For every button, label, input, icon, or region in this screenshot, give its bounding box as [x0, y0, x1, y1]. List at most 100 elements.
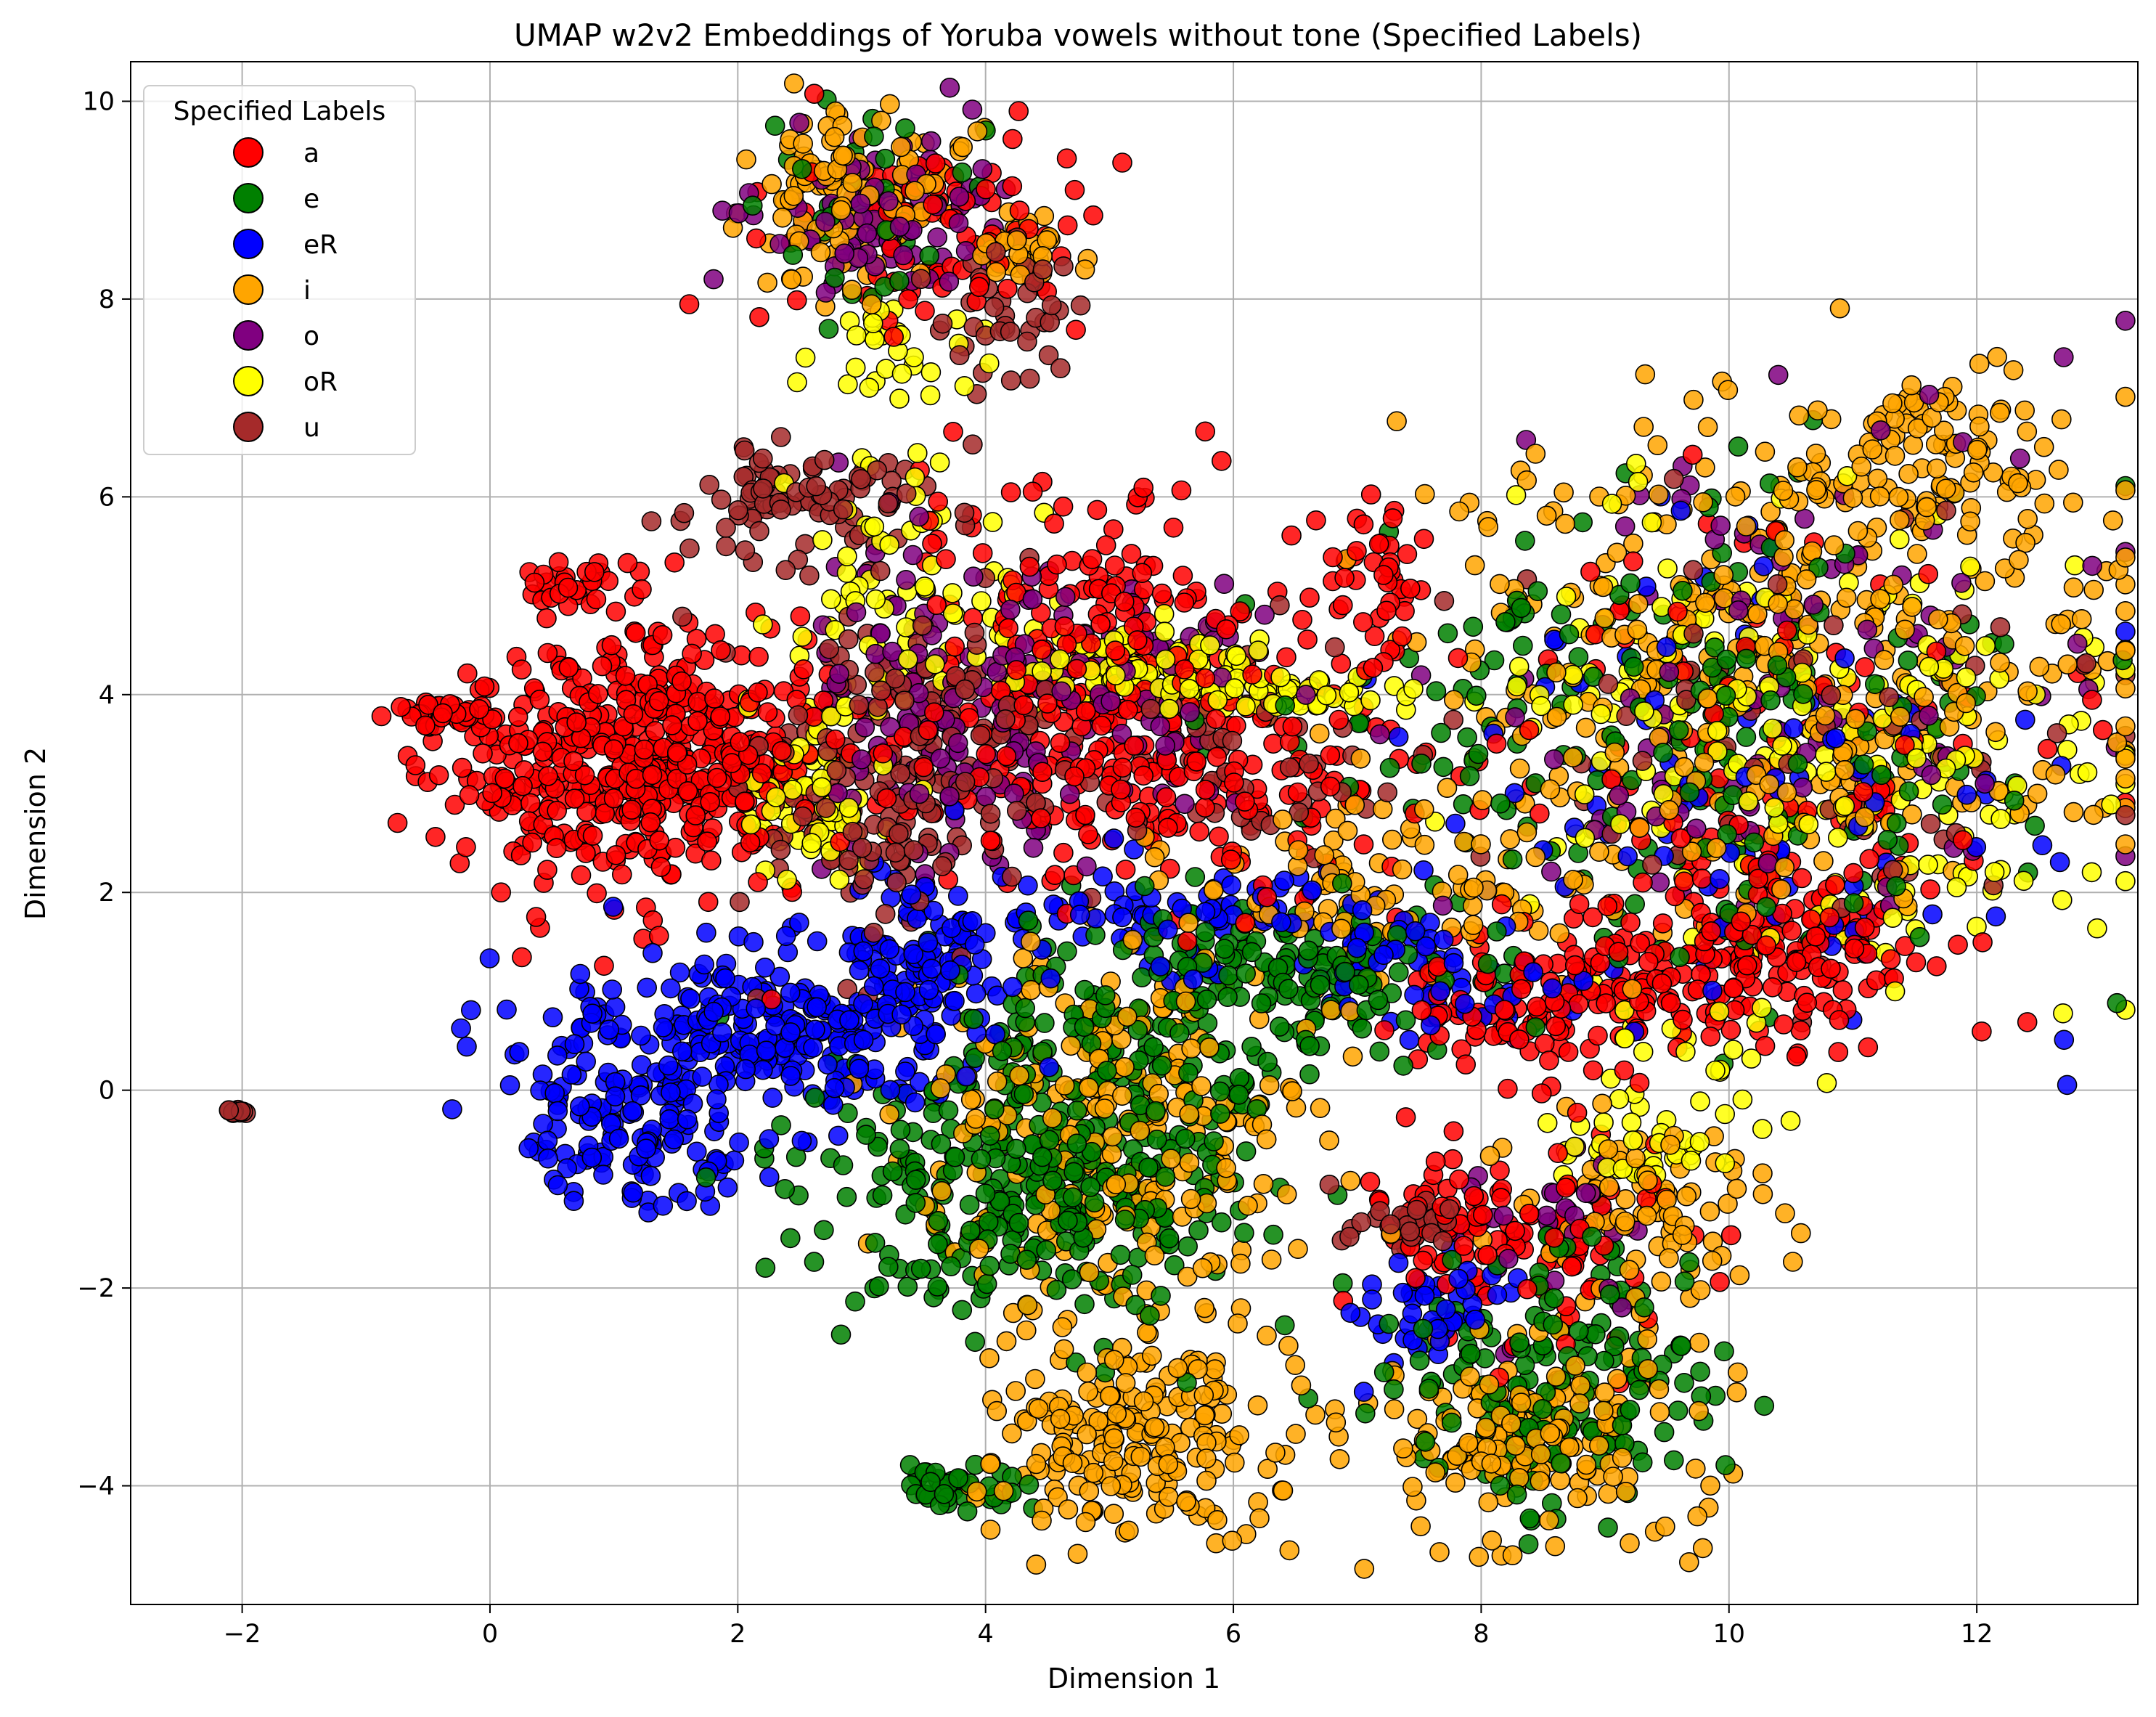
point-i [1615, 1189, 1636, 1210]
point-a [1353, 834, 1374, 855]
point-i [1285, 1355, 1305, 1375]
point-i [1337, 820, 1358, 841]
point-i [980, 1520, 1001, 1540]
point-oR [2053, 1003, 2073, 1024]
point-eR [803, 1037, 823, 1058]
point-e [897, 1276, 918, 1297]
point-i [1729, 1265, 1750, 1286]
point-a [748, 646, 769, 667]
data-points [219, 73, 2136, 1579]
point-eR [1302, 880, 1323, 901]
point-e [1269, 1016, 1290, 1037]
point-i [1895, 619, 1915, 640]
point-eR [680, 988, 701, 1009]
point-i [1410, 1516, 1431, 1537]
point-a [1235, 913, 1256, 933]
point-a [972, 543, 993, 563]
point-eR [965, 934, 985, 955]
point-a [571, 865, 592, 886]
point-eR [570, 963, 591, 984]
point-a [1171, 480, 1192, 501]
point-eR [769, 966, 791, 987]
point-u [1017, 331, 1037, 352]
point-oR [846, 325, 867, 346]
point-a [1333, 595, 1353, 616]
point-eR [1112, 907, 1132, 928]
point-e [1671, 1336, 1691, 1356]
point-a [605, 845, 626, 865]
point-eR [1018, 875, 1038, 896]
point-oR [1715, 1153, 1736, 1173]
point-a [698, 892, 719, 913]
point-i [1847, 521, 1869, 542]
point-a [1665, 886, 1686, 907]
point-i [1088, 1411, 1108, 1432]
point-u [1019, 368, 1040, 389]
point-i [1985, 722, 2006, 743]
point-a [1920, 879, 1940, 900]
point-i [1179, 1152, 1200, 1173]
point-a [1000, 482, 1021, 502]
point-o [854, 717, 875, 738]
point-u [749, 521, 769, 542]
point-a [1003, 129, 1023, 150]
point-e [1679, 1252, 1699, 1273]
point-i [1598, 1483, 1619, 1504]
point-i [1836, 587, 1857, 608]
point-eR [533, 1114, 553, 1134]
point-a [1132, 563, 1153, 584]
point-i [1987, 346, 2007, 367]
point-i [1528, 921, 1549, 941]
point-i [1697, 417, 1718, 438]
point-e [869, 1276, 889, 1297]
point-e [1629, 1379, 1649, 1400]
point-e [1061, 1269, 1082, 1289]
point-oR [1715, 1104, 1735, 1125]
point-a [605, 601, 626, 622]
point-e [1236, 1141, 1257, 1162]
point-i [2034, 493, 2055, 514]
point-i [1752, 1163, 1773, 1183]
point-i [952, 136, 973, 158]
point-a [1569, 894, 1590, 915]
point-i [1699, 1201, 1720, 1222]
point-a [615, 666, 636, 686]
point-i [1286, 1424, 1306, 1444]
point-e [2025, 815, 2045, 836]
point-i [1021, 979, 1041, 1000]
point-i [1472, 790, 1493, 810]
point-a [1008, 101, 1029, 121]
point-i [1078, 1381, 1098, 1402]
point-u [875, 904, 896, 924]
point-i [2017, 421, 2038, 442]
point-oR [795, 347, 816, 368]
point-e [1484, 650, 1505, 671]
point-i [1265, 1443, 1286, 1463]
point-a [1323, 547, 1343, 568]
point-a [1282, 716, 1303, 737]
point-eR [2032, 835, 2053, 855]
point-i [1053, 1339, 1074, 1360]
point-a [1906, 952, 1927, 973]
point-e [1433, 756, 1454, 778]
point-i [1414, 834, 1435, 855]
point-i [987, 1400, 1007, 1422]
point-eR [1039, 1057, 1059, 1077]
point-e [1667, 1400, 1689, 1421]
point-a [1530, 803, 1550, 824]
point-u [1990, 617, 2011, 637]
point-a [425, 827, 446, 847]
point-e [780, 1228, 801, 1249]
point-i [1407, 1408, 1428, 1430]
point-oR [783, 780, 803, 800]
point-a [1206, 746, 1228, 767]
point-u [1000, 370, 1021, 391]
point-e [1275, 1315, 1295, 1336]
point-o [920, 131, 942, 152]
point-i [1679, 1552, 1699, 1573]
point-eR [2015, 709, 2035, 730]
point-i [1342, 1046, 1363, 1067]
point-oR [792, 627, 813, 647]
point-eR [717, 1177, 738, 1198]
point-e [1625, 894, 1645, 915]
